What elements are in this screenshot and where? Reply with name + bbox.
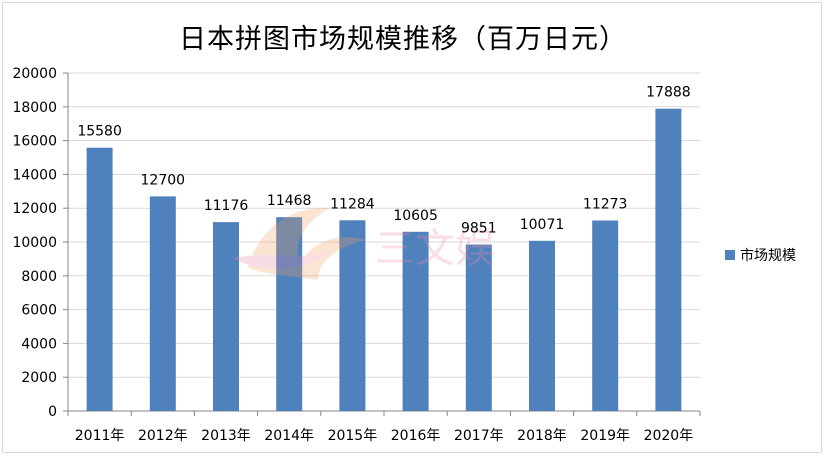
data-label: 9851: [461, 221, 497, 237]
data-label: 12700: [141, 172, 186, 188]
bar: [592, 220, 619, 411]
y-tick-label: 10000: [12, 235, 57, 251]
data-label: 11468: [267, 193, 312, 209]
data-label: 11176: [204, 198, 249, 214]
x-tick-label: 2013年: [201, 428, 251, 444]
y-tick-labels: 0 2000 4000 6000 8000 10000 12000 14000 16000 180…: [12, 66, 57, 420]
x-tick-labels: 2011年 2012年 2013年 2014年 2015年 2016年 2017年 2018年…: [75, 428, 693, 444]
y-tick-label: 12000: [12, 201, 57, 217]
data-label: 17888: [646, 85, 691, 101]
data-label: 11273: [583, 196, 628, 212]
data-label: 11284: [330, 196, 375, 212]
bar: [529, 240, 555, 411]
x-tick-label: 2020年: [644, 428, 694, 444]
y-tick-label: 0: [48, 404, 57, 420]
bar: [213, 222, 239, 411]
x-tick-label: 2011年: [75, 428, 125, 444]
y-tick-label: 14000: [12, 167, 57, 183]
bar: [276, 217, 303, 411]
data-label: 15580: [77, 124, 122, 140]
data-label: 10605: [393, 208, 438, 224]
y-tick-label: 8000: [21, 269, 57, 285]
legend: 市场规模: [725, 247, 796, 264]
bar: [655, 108, 682, 411]
bar: [149, 196, 176, 411]
y-tick-label: 16000: [12, 134, 57, 150]
x-tick-label: 2016年: [391, 428, 441, 444]
bar: [402, 231, 429, 411]
x-tick-label: 2018年: [517, 428, 567, 444]
bars: [86, 108, 682, 411]
x-tick-label: 2015年: [328, 428, 378, 444]
y-tick-label: 6000: [21, 303, 57, 319]
y-tick-label: 18000: [12, 100, 57, 116]
chart-title: 日本拼图市场规模推移（百万日元）: [179, 24, 627, 55]
x-tick-label: 2014年: [264, 428, 314, 444]
watermark-flame-shape: [248, 207, 365, 280]
watermark-text: 三文娱: [375, 226, 495, 272]
x-tick-label: 2019年: [580, 428, 630, 444]
watermark-swoosh-shape: [232, 252, 330, 269]
data-label: 10071: [520, 217, 565, 233]
watermark-logo: 三文娱: [232, 207, 495, 280]
data-labels: 15580 12700 11176 11468 11284 10605 9851 10071 1…: [77, 85, 690, 237]
legend-label: 市场规模: [740, 247, 796, 264]
bar: [339, 220, 366, 411]
y-tick-label: 4000: [21, 336, 57, 352]
bar: [86, 147, 113, 411]
x-tick-label: 2017年: [454, 428, 504, 444]
y-tick-label: 20000: [12, 66, 57, 82]
x-tick-label: 2012年: [138, 428, 188, 444]
bar: [465, 244, 492, 411]
y-tick-label: 2000: [21, 370, 57, 386]
legend-swatch: [725, 250, 735, 260]
